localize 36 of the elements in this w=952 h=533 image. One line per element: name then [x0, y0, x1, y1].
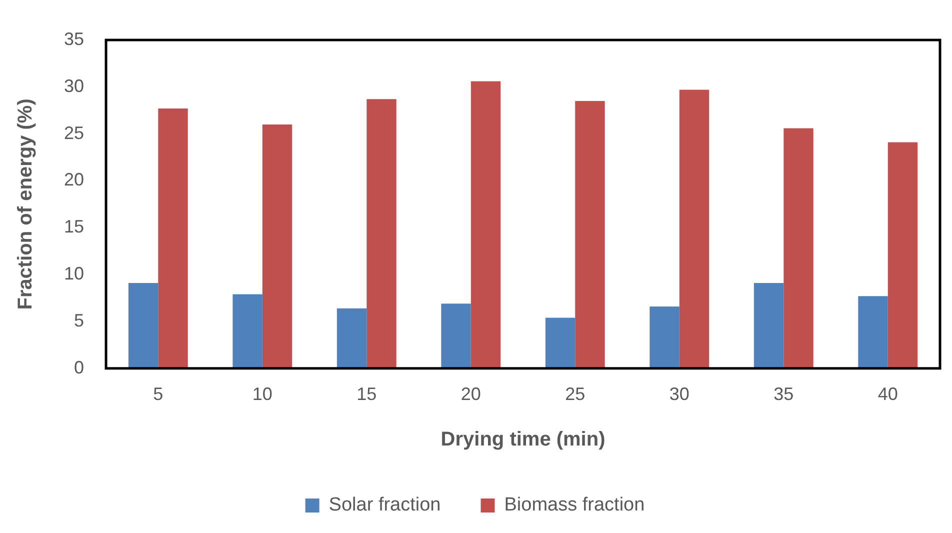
x-tick-label: 35: [774, 384, 794, 404]
bar: [888, 142, 918, 368]
y-tick-label: 15: [64, 216, 84, 237]
y-tick-label: 5: [74, 310, 84, 330]
bar: [128, 283, 158, 368]
legend-label: Biomass fraction: [504, 494, 645, 516]
bar: [366, 99, 396, 368]
x-tick-label: 20: [460, 384, 481, 404]
bar: [441, 304, 471, 368]
x-tick-label: 25: [565, 384, 586, 404]
bar: [650, 306, 680, 368]
bar: [858, 296, 888, 368]
bar: [784, 128, 814, 368]
bar: [262, 124, 292, 368]
bar: [470, 81, 501, 368]
y-tick-label: 25: [64, 122, 84, 143]
bar: [545, 318, 576, 368]
y-tick-label: 10: [64, 264, 84, 284]
y-tick-label: 0: [74, 357, 84, 378]
bar: [754, 283, 784, 368]
y-tick-label: 30: [64, 76, 84, 96]
x-tick-label: 15: [356, 384, 377, 404]
x-tick-label: 10: [252, 384, 272, 404]
bar: [336, 308, 367, 368]
y-tick-label: 20: [64, 170, 84, 190]
bar: [232, 294, 262, 368]
legend-label: Solar fraction: [328, 494, 441, 516]
x-tick-label: 5: [153, 384, 164, 404]
bar: [679, 90, 710, 368]
y-tick-label: 35: [64, 28, 84, 49]
x-axis-title: Drying time (min): [440, 428, 606, 451]
x-tick-label: 40: [878, 384, 898, 404]
bar: [575, 100, 605, 368]
x-tick-label: 30: [669, 384, 690, 404]
y-axis-title: Fraction of energy (%): [14, 98, 37, 310]
bar: [158, 108, 188, 368]
